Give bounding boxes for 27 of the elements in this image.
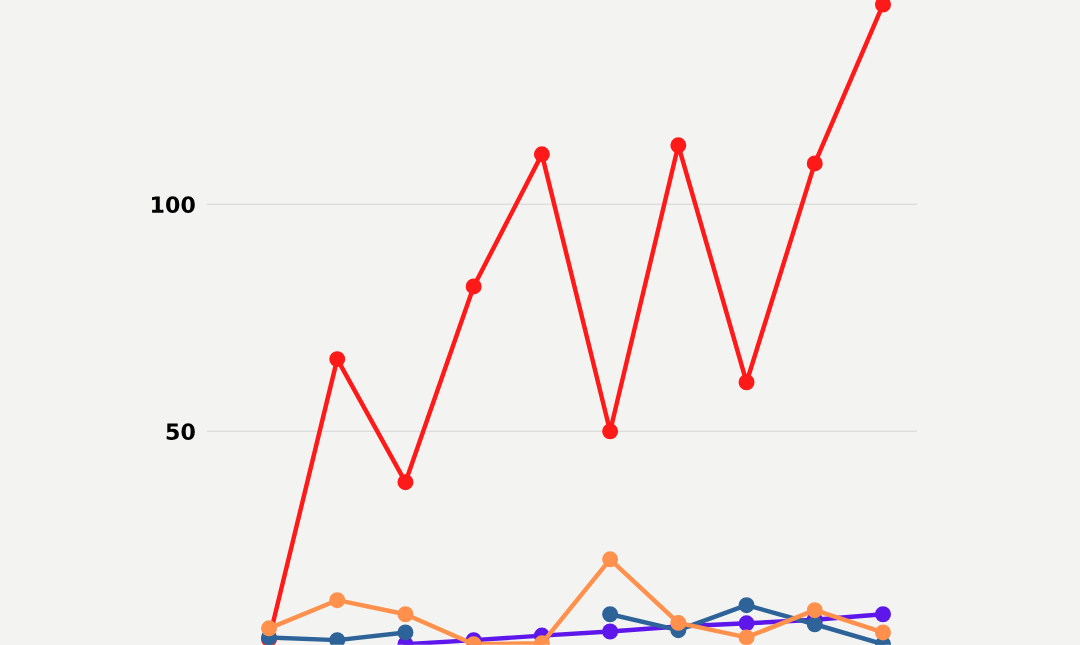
point: [329, 351, 346, 368]
y-tick-label: 50: [166, 423, 195, 441]
point: [397, 624, 414, 641]
point: [670, 137, 687, 154]
point: [806, 155, 823, 172]
point: [602, 423, 619, 440]
point: [602, 606, 619, 623]
point: [397, 474, 414, 491]
point: [875, 606, 891, 623]
point: [806, 602, 823, 619]
point: [738, 629, 755, 645]
point: [329, 592, 346, 609]
point: [602, 551, 619, 568]
point: [533, 146, 550, 163]
point: [329, 632, 346, 645]
point: [738, 597, 755, 614]
point: [465, 278, 482, 295]
point: [738, 374, 755, 391]
point: [261, 620, 278, 637]
point: [875, 0, 891, 13]
y-tick-label: 100: [152, 196, 195, 214]
point: [670, 614, 687, 631]
point: [875, 624, 891, 641]
point: [602, 623, 619, 640]
point: [806, 616, 823, 633]
point: [397, 606, 414, 623]
point: [738, 615, 755, 632]
